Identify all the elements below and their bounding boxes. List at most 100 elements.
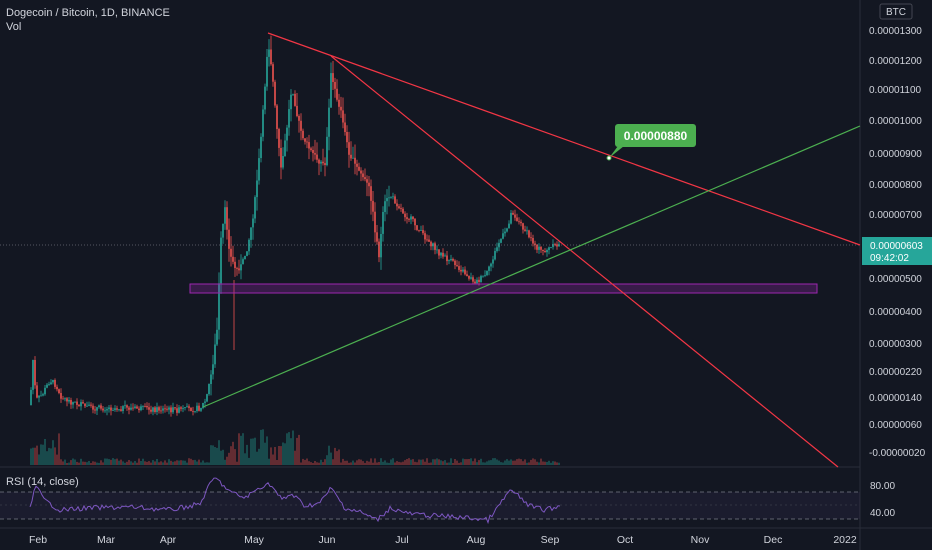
volume-bar [116, 458, 118, 465]
volume-bar [200, 462, 202, 465]
candle-body [274, 81, 276, 106]
volume-bar [464, 459, 466, 465]
candle-body [510, 212, 512, 224]
candle-body [256, 180, 258, 198]
support-zone[interactable] [189, 283, 818, 294]
volume-bar [202, 460, 204, 465]
volume-bar [160, 461, 162, 465]
price-axis[interactable]: BTC 0.00001300 0.00001200 0.00001100 0.0000… [862, 3, 932, 519]
candle-body [442, 252, 444, 257]
volume-bar [216, 447, 218, 465]
volume-bar [290, 438, 292, 465]
volume-bar [496, 459, 498, 465]
rsi-line [29, 477, 561, 525]
candle-body [232, 256, 234, 262]
candle-body [476, 279, 478, 284]
candle-body [260, 136, 262, 158]
price-callout[interactable]: 0.00000880 [606, 124, 696, 161]
volume-bar [346, 460, 348, 465]
candle-body [106, 409, 108, 411]
volume-bar [480, 458, 482, 465]
volume-bar [258, 448, 260, 465]
volume-bar [62, 461, 64, 465]
volume-bar [552, 461, 554, 465]
volume-bar [414, 461, 416, 465]
volume-bar [48, 447, 50, 465]
candle-body [556, 244, 558, 247]
candle-body [140, 406, 142, 411]
candle-body [308, 142, 310, 149]
candle-body [218, 283, 220, 330]
volume-bar [546, 462, 548, 465]
support-trendline[interactable] [202, 125, 861, 408]
volume-bar [408, 458, 410, 465]
candle-body [366, 179, 368, 183]
candle-body [384, 201, 386, 212]
time-axis[interactable]: Feb Mar Apr May Jun Jul Aug Sep Oct Nov Dec 2022 [29, 534, 857, 546]
volume-bar [486, 461, 488, 465]
volume-bar [478, 460, 480, 465]
volume-bar [222, 449, 224, 465]
candle-body [168, 407, 170, 410]
volume-bar [152, 460, 154, 465]
candle-body [254, 197, 256, 219]
volume-bar [244, 453, 246, 465]
volume-bar [196, 461, 198, 465]
volume-bar [542, 461, 544, 465]
candle-body [122, 406, 124, 411]
volume-bar [100, 460, 102, 465]
price-tick-label: 0.00000700 [869, 210, 922, 221]
volume-bar [494, 458, 496, 465]
candle-body [34, 360, 36, 386]
volume-bar [416, 462, 418, 465]
candle-body [464, 269, 466, 275]
volume-bar [298, 434, 300, 465]
candle-body [66, 398, 68, 402]
volume-bar [120, 459, 122, 465]
volume-bar [74, 459, 76, 465]
candle-body [266, 56, 268, 87]
candle-body [360, 170, 362, 174]
candle-body [118, 409, 120, 411]
candle-body [380, 234, 382, 258]
volume-bar [518, 458, 520, 465]
candle-body [44, 387, 46, 395]
resistance-trendline-steep[interactable] [330, 55, 839, 468]
candle-body [528, 230, 530, 238]
volume-bar [466, 459, 468, 465]
candle-body [164, 408, 166, 410]
candle-body [58, 389, 60, 393]
candle-body [182, 408, 184, 409]
time-tick-label: Jun [319, 534, 336, 546]
candle-body [452, 259, 454, 261]
volume-bar [182, 460, 184, 465]
volume-bar [212, 445, 214, 465]
candle-body [236, 268, 238, 269]
volume-bar [256, 451, 258, 465]
rsi-band-area [0, 492, 860, 519]
candle-body [278, 129, 280, 148]
volume-bar [214, 447, 216, 465]
candle-body [368, 182, 370, 187]
candle-body [302, 130, 304, 139]
volume-bar [44, 439, 46, 465]
volume-bar [204, 462, 206, 465]
candle-body [134, 406, 136, 408]
candle-body [358, 166, 360, 171]
volume-bar [94, 461, 96, 465]
candle-body [500, 238, 502, 243]
time-tick-label: 2022 [833, 534, 857, 546]
volume-bar [440, 460, 442, 465]
candle-body [416, 225, 418, 230]
volume-bar [90, 463, 92, 465]
candle-body [530, 237, 532, 239]
rsi-tick-label: 80.00 [870, 481, 895, 492]
volume-bar [286, 433, 288, 465]
volume-bar [554, 461, 556, 465]
candle-body [80, 402, 82, 407]
time-tick-label: Oct [617, 534, 633, 546]
volume-bar [250, 438, 252, 465]
resistance-trendline-upper[interactable] [267, 32, 861, 246]
candle-body [460, 269, 462, 272]
